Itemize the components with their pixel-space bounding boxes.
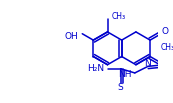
Text: CH₃: CH₃ — [112, 12, 126, 21]
Text: O: O — [161, 26, 168, 36]
Text: H₂N: H₂N — [87, 64, 104, 73]
Text: S: S — [118, 83, 124, 92]
Text: NH: NH — [119, 70, 132, 79]
Text: OH: OH — [65, 32, 79, 41]
Text: N: N — [144, 59, 151, 68]
Text: CH₃: CH₃ — [161, 43, 173, 52]
